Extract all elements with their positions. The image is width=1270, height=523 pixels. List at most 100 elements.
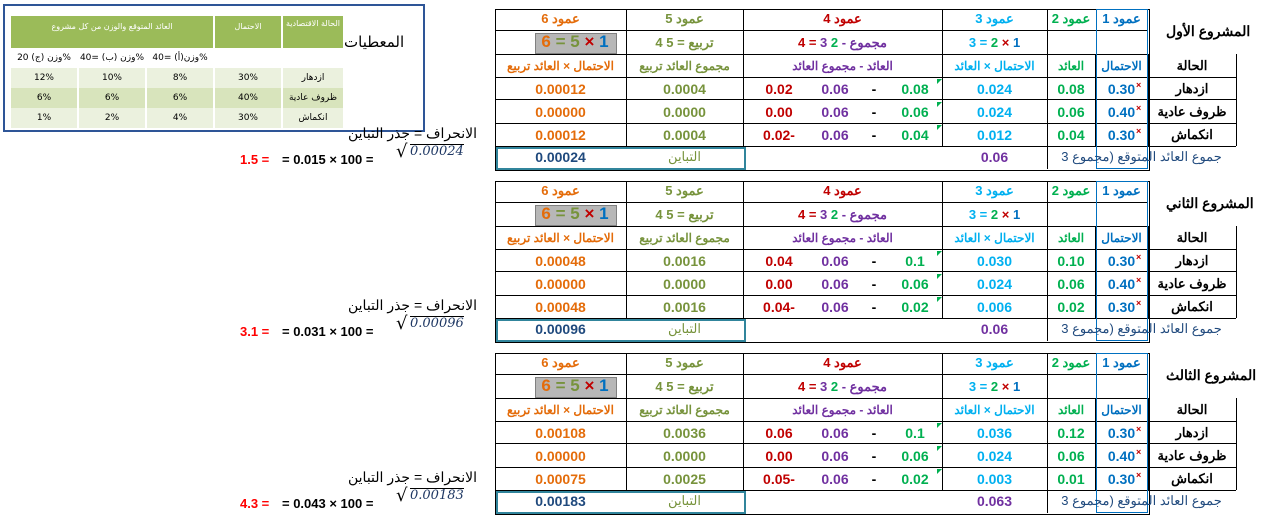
state-cell: ظروف عادية [1157,104,1227,119]
col5-formula: 4 تربيع = 5 [655,35,714,50]
expected-value: 0.06 [980,321,1009,337]
col1-header: عمود 1 [1102,355,1141,370]
weighted-sq-cell: 0.00075 [535,471,586,487]
deviation-cell: 0.06 [765,425,793,441]
col2-header: عمود 2 [1051,183,1091,198]
col4-header: عمود 4 [823,183,862,198]
squared-dev-cell: 0.0004 [663,81,706,97]
mean-cell: 0.06 [821,425,849,441]
mean-cell: 0.06 [821,276,849,292]
deviation-result: 4.3 = [240,496,270,511]
multiply-sign: × [1136,252,1142,262]
sqrt-icon: √ [396,313,408,334]
prob-cell: 30% [215,68,281,88]
mean-cell: 0.06 [821,253,849,269]
col5-header: عمود 5 [665,11,704,26]
return-copy-cell: 0.08 [901,81,929,97]
col5-title: مجموع العائد تربيع [639,403,730,417]
mean-cell: 0.06 [821,104,849,120]
col1-title: الاحتمال [1101,59,1142,73]
return-c-cell: 12% [11,68,77,88]
deviation-result: 3.1 = [240,324,270,339]
minus-sign: - [871,425,877,441]
multiply-sign: × [1136,424,1142,434]
cell-marker-icon [937,102,942,107]
col4-formula: 4 = 3 مجموع - 2 [797,207,888,222]
prob-return-cell: 0.024 [976,104,1013,120]
cell-marker-icon [937,446,942,451]
squared-dev-cell: 0.0016 [663,253,706,269]
sqrt-value: 0.00183 [410,488,464,503]
col3-formula: 3 = 2 × 1 [968,379,1021,394]
state-cell: ازدهار [1175,253,1209,268]
weighted-sq-cell: 0.00012 [535,127,586,143]
weighted-sq-cell: 0.00108 [535,425,586,441]
col3-formula: 3 = 2 × 1 [968,207,1021,222]
col3-title: الاحتمال × العائد [954,403,1035,417]
minus-sign: - [871,81,877,97]
col2-title: العائد [1057,59,1085,73]
deviation-label: الانحراف = جذر التباين [348,125,477,141]
variance-value: 0.00183 [535,493,586,509]
return-b-cell: 2% [79,108,145,128]
col3-header: عمود 3 [975,11,1014,26]
state-cell: ازدهار [1175,425,1209,440]
return-cell: 0.10 [1057,253,1085,269]
prob-cell: 40% [215,88,281,108]
col5-formula: 4 تربيع = 5 [655,379,714,394]
weight-b: وزن (ب) =40% [79,48,145,68]
deviation-label: الانحراف = جذر التباين [348,469,477,485]
prob-cell: 0.40 [1107,104,1136,120]
col1-header: عمود 1 [1102,183,1141,198]
return-copy-cell: 0.02 [901,471,929,487]
col5-header: عمود 5 [665,183,704,198]
variance-value: 0.00024 [535,149,586,165]
col2-header: عمود 2 [1051,355,1091,370]
prob-return-cell: 0.012 [976,127,1013,143]
cell-marker-icon [937,251,942,256]
minus-sign: - [871,299,877,315]
col6-header: عمود 6 [541,11,580,26]
squared-dev-cell: 0.0000 [663,276,706,292]
col3-title: الاحتمال × العائد [954,231,1035,245]
prob-return-cell: 0.024 [976,276,1013,292]
prob-cell: 0.40 [1107,448,1136,464]
weighted-sq-cell: 0.00048 [535,253,586,269]
header-prob: الاحتمال [215,16,281,48]
state-title: الحالة [1176,58,1208,73]
col4-title: العائد - مجموع العائد [792,59,893,73]
expected-value: 0.06 [980,149,1009,165]
project-name: المشروع الثالث [1166,367,1257,383]
squared-dev-cell: 0.0016 [663,299,706,315]
cell-marker-icon [937,469,942,474]
col6-title: الاحتمال × العائد تربيع [507,231,614,245]
multiply-sign: × [1136,470,1142,480]
squared-dev-cell: 0.0004 [663,127,706,143]
squared-dev-cell: 0.0036 [663,425,706,441]
givens-label: المعطيات [344,33,405,51]
mean-cell: 0.06 [821,471,849,487]
col4-title: العائد - مجموع العائد [792,231,893,245]
cell-marker-icon [937,125,942,130]
return-b-cell: 6% [79,88,145,108]
cell-marker-icon [937,79,942,84]
deviation-label: الانحراف = جذر التباين [348,297,477,313]
col2-header: عمود 2 [1051,11,1091,26]
state-cell: انكماش [1171,471,1213,486]
prob-return-cell: 0.024 [976,448,1013,464]
weighted-sq-cell: 0.00000 [535,448,586,464]
mean-cell: 0.06 [821,299,849,315]
return-cell: 0.06 [1057,104,1085,120]
return-a-cell: 4% [147,108,213,128]
return-c-cell: 1% [11,108,77,128]
deviation-cell: 0.02 [765,81,793,97]
deviation-cell: 0.02- [763,127,795,143]
weighted-sq-cell: 0.00000 [535,276,586,292]
weighted-sq-cell: 0.00000 [535,104,586,120]
state-cell: انكماش [1171,299,1213,314]
deviation-result: 1.5 = [240,152,270,167]
prob-cell: 30% [215,108,281,128]
deviation-cell: 0.00 [765,104,793,120]
variance-label: التباين [668,149,701,164]
col1-title: الاحتمال [1101,403,1142,417]
